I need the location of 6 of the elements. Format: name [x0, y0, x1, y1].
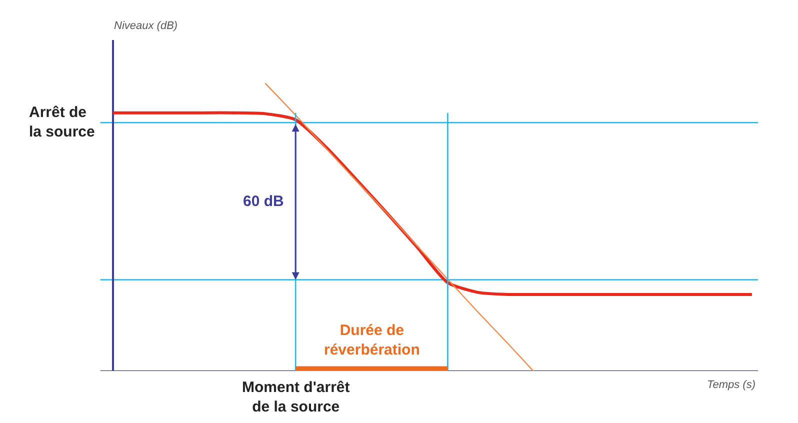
y-axis-title: Niveaux (dB) [114, 20, 178, 32]
text: Moment d'arrêt de la source [242, 379, 350, 416]
annotation: Durée de réverbération [324, 322, 420, 358]
x-axis-title: Temps (s) [707, 379, 756, 391]
text: Arrêt de la source [29, 104, 95, 140]
annotation: 60 dB [243, 193, 284, 210]
